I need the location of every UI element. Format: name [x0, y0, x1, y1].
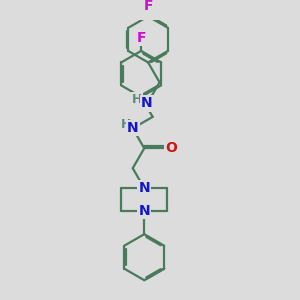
Text: O: O	[165, 141, 177, 155]
Text: N: N	[138, 204, 150, 218]
Text: N: N	[127, 122, 139, 135]
Text: H: H	[132, 94, 142, 106]
Text: H: H	[121, 118, 131, 131]
Text: N: N	[138, 181, 150, 195]
Text: F: F	[143, 0, 153, 13]
Text: N: N	[141, 96, 153, 110]
Text: F: F	[136, 31, 146, 45]
